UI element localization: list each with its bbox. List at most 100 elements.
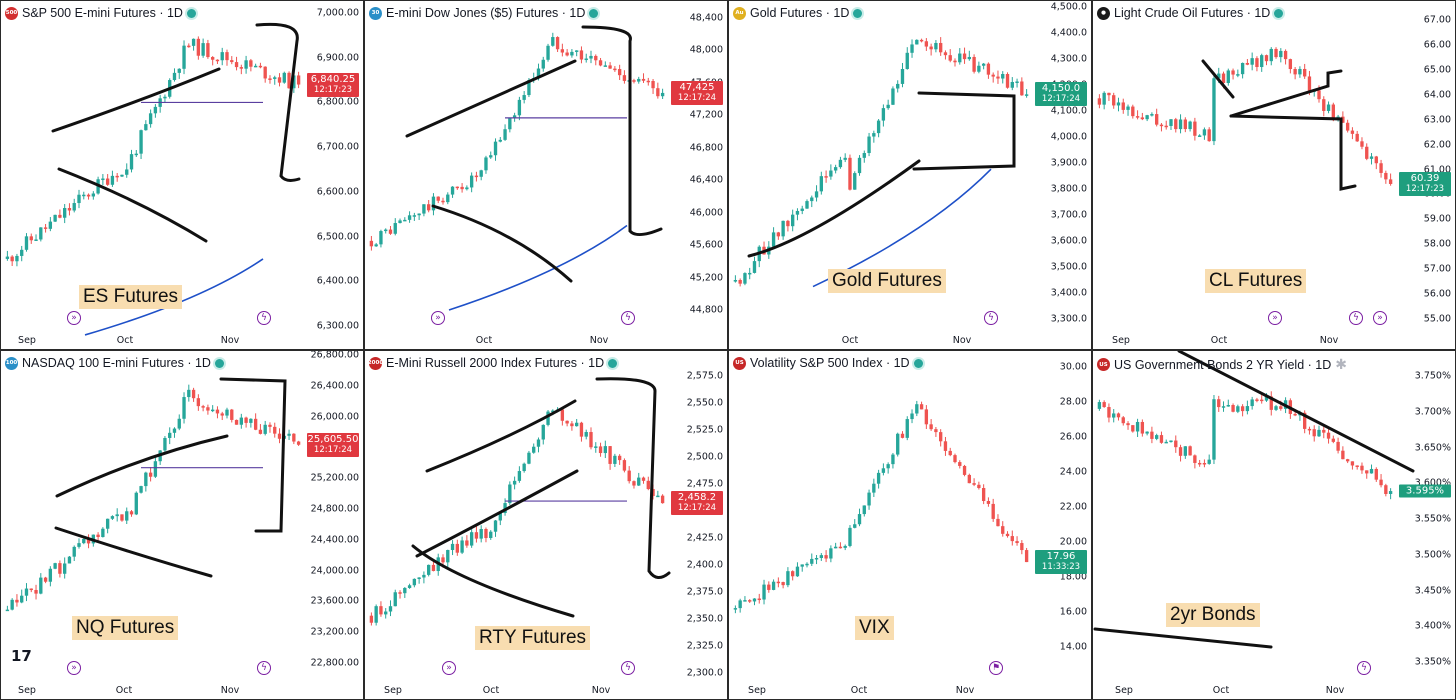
candle-body (1212, 78, 1216, 142)
y-tick-label: 4,000.0 (1050, 131, 1087, 143)
candle-body (743, 273, 747, 284)
x-tick-label: Nov (1325, 685, 1345, 696)
candle-body (512, 115, 517, 119)
y-tick-label: 23,200.00 (310, 626, 359, 638)
candle-body (369, 240, 374, 247)
candle-body (748, 600, 752, 602)
candle-body (522, 463, 526, 472)
candle-body (565, 52, 569, 56)
y-tick-label: 4,300.0 (1050, 53, 1087, 65)
candle-body (201, 406, 205, 408)
chart-annotation-label: ES Futures (79, 285, 183, 309)
candle-body (814, 557, 819, 560)
chart-panel-cl[interactable]: ● Light Crude Oil Futures · 1D 67.00 66.00 6… (1092, 0, 1456, 350)
candle-body (82, 538, 86, 544)
chart-header: US US Government Bonds 2 YR Yield · 1D ✱ (1097, 356, 1347, 373)
candle-body (393, 223, 397, 234)
y-tick-label: 3.350% (1414, 656, 1451, 668)
x-tick-label: Sep (1115, 685, 1133, 696)
forward-icon[interactable]: » (1373, 311, 1387, 325)
chart-panel-es[interactable]: 500 S&P 500 E-mini Futures · 1D 7,000.00 6,… (0, 0, 364, 350)
candle-body (1112, 413, 1116, 418)
chart-header: 30 E-mini Dow Jones ($5) Futures · 1D (369, 6, 599, 20)
candle-body (743, 600, 747, 602)
candle-body (1240, 406, 1245, 412)
y-tick-label: 22.00 (1059, 501, 1087, 513)
drawn-annotation (415, 469, 579, 558)
y-tick-label: 26.00 (1059, 431, 1087, 443)
candle-body (532, 446, 536, 453)
flash-icon[interactable]: ϟ (621, 661, 635, 675)
chart-panel-rty[interactable]: 2000 E-Mini Russell 2000 Index Futures · … (364, 350, 728, 700)
candle-body (1207, 459, 1211, 464)
chart-panel-nq[interactable]: 100 NASDAQ 100 E-mini Futures · 1D 26,800.… (0, 350, 364, 700)
candle-body (512, 480, 517, 485)
candle-body (551, 410, 555, 413)
chart-panel-gc[interactable]: Au Gold Futures · 1D 4,500.0 4,400.0 4,300.0… (728, 0, 1092, 350)
candle-body (853, 173, 857, 190)
candle-body (986, 63, 991, 75)
candle-body (393, 592, 397, 607)
replay-icon[interactable]: » (431, 311, 445, 325)
candle-body (460, 186, 464, 190)
candle-body (374, 244, 378, 247)
candle-body (177, 68, 181, 73)
candle-body (1303, 412, 1307, 429)
candle-body (163, 437, 167, 451)
candle-body (479, 529, 483, 539)
candle-body (1155, 435, 1159, 439)
flash-icon[interactable]: ϟ (621, 311, 635, 325)
candle-body (249, 60, 253, 67)
candle-body (632, 481, 636, 486)
candle-body (829, 170, 833, 177)
candle-body (996, 76, 1000, 79)
flash-icon[interactable]: ϟ (984, 311, 998, 325)
replay-icon[interactable]: » (442, 661, 456, 675)
candle-body (608, 65, 612, 69)
flash-icon[interactable]: ϟ (1349, 311, 1363, 325)
x-tick-label: Nov (220, 335, 240, 346)
y-tick-label: 6,900.00 (316, 52, 359, 64)
chart-panel-us2y[interactable]: US US Government Bonds 2 YR Yield · 1D ✱ 3.… (1092, 350, 1456, 700)
drawn-annotation (57, 167, 208, 243)
replay-icon[interactable]: » (1268, 311, 1282, 325)
candle-body (738, 600, 742, 609)
candle-body (163, 96, 167, 99)
y-tick-label: 46,000 (689, 207, 723, 219)
y-tick-label: 2,550.0 (686, 397, 723, 409)
candle-body (1360, 141, 1364, 147)
candle-body (1317, 90, 1321, 100)
candle-body (934, 42, 938, 50)
candle-body (1010, 536, 1014, 542)
chart-panel-vix[interactable]: US Volatility S&P 500 Index · 1D 30.00 28.0… (728, 350, 1092, 700)
favorite-icon[interactable]: ✱ (1335, 356, 1347, 372)
candle-body (1024, 94, 1029, 96)
flash-icon[interactable]: ϟ (257, 661, 271, 675)
candle-body (43, 227, 48, 229)
candle-body (1212, 399, 1216, 460)
candle-body (1355, 133, 1359, 142)
candle-body (67, 208, 72, 211)
candle-body (469, 532, 474, 546)
y-tick-label: 2,425.0 (686, 532, 723, 544)
chart-panel-ym[interactable]: 30 E-mini Dow Jones ($5) Futures · 1D 48,4… (364, 0, 728, 350)
candle-body (857, 157, 862, 174)
candle-body (1388, 179, 1393, 184)
last-price-label: 2,458.2 12:17:24 (671, 491, 723, 516)
candle-body (1102, 92, 1106, 105)
candle-body (748, 272, 752, 275)
candle-body (1005, 74, 1010, 88)
drawn-annotation (405, 59, 577, 138)
candle-body (253, 65, 258, 68)
flash-icon[interactable]: ϟ (1357, 661, 1371, 675)
candle-body (771, 581, 776, 590)
candle-body (991, 74, 995, 77)
symbol-icon: US (1097, 358, 1110, 371)
chart-title: E-Mini Russell 2000 Index Futures · 1D (386, 356, 605, 370)
replay-icon[interactable]: » (67, 311, 81, 325)
candle-body (791, 571, 795, 577)
replay-icon[interactable]: » (67, 661, 81, 675)
flash-icon[interactable]: ϟ (257, 311, 271, 325)
flag-icon[interactable]: ⚑ (989, 661, 1003, 675)
candle-body (1001, 74, 1005, 79)
